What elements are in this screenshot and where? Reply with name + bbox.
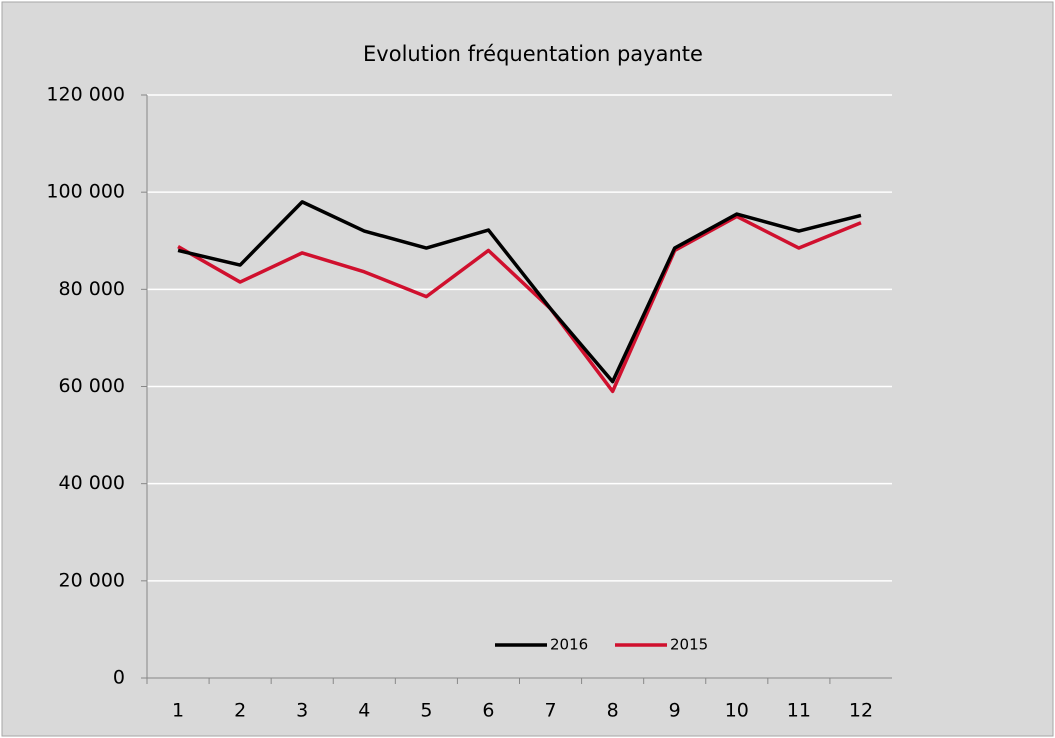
chart-title: Evolution fréquentation payante: [363, 42, 703, 66]
x-tick-label: 3: [296, 700, 308, 722]
y-tick-label: 60 000: [59, 375, 125, 397]
x-tick-label: 5: [420, 700, 432, 722]
x-tick-label: 12: [849, 700, 873, 722]
x-tick-label: 8: [607, 700, 619, 722]
x-tick-label: 1: [172, 700, 184, 722]
series-line: [177, 214, 862, 394]
legend-label: 2016: [550, 636, 588, 654]
legend-label: 2015: [670, 636, 708, 654]
y-tick-label: 40 000: [59, 472, 125, 494]
x-tick-label: 4: [358, 700, 370, 722]
x-tick-label: 11: [787, 700, 811, 722]
y-tick-label: 100 000: [46, 181, 125, 203]
series-line: [177, 200, 862, 384]
x-tick-label: 2: [234, 700, 246, 722]
y-tick-label: 120 000: [46, 84, 125, 106]
x-tick-label: 10: [725, 700, 749, 722]
y-tick-label: 20 000: [59, 569, 125, 591]
y-tick-label: 0: [113, 667, 125, 689]
x-tick-label: 9: [669, 700, 681, 722]
x-tick-label: 7: [544, 700, 556, 722]
y-tick-label: 80 000: [59, 278, 125, 300]
x-tick-label: 6: [482, 700, 494, 722]
